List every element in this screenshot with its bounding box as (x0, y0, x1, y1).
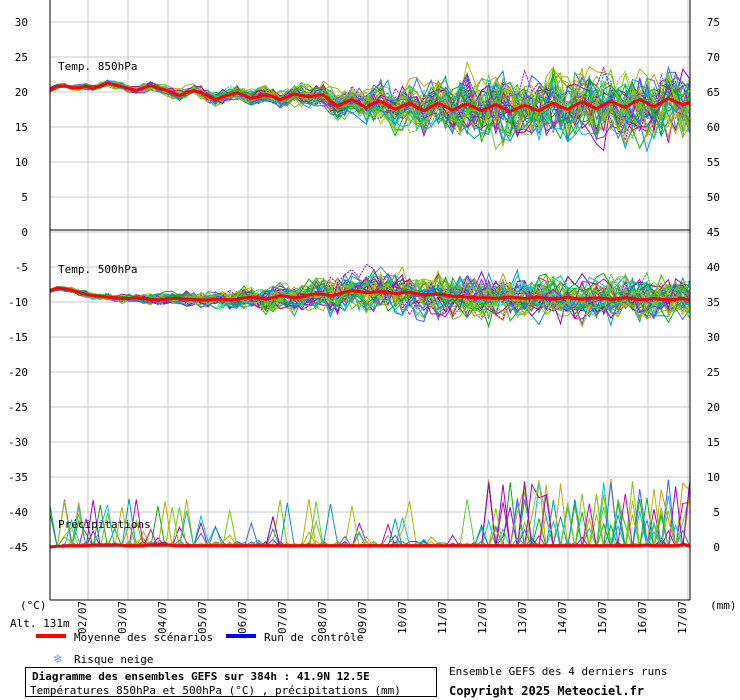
left-tick-label: -20 (8, 366, 28, 379)
ensemble-member-temp500 (49, 275, 691, 318)
x-tick-label: 05/07 (196, 601, 209, 634)
left-tick-label: -30 (8, 436, 28, 449)
legend-swatch-mean (36, 634, 66, 638)
x-tick-label: 10/07 (396, 601, 409, 634)
right-tick-label: 75 (707, 16, 720, 29)
left-tick-label: 5 (21, 191, 28, 204)
x-tick-label: 14/07 (556, 601, 569, 634)
x-tick-label: 15/07 (596, 601, 609, 634)
x-tick-label: 16/07 (636, 601, 649, 634)
panel-label: Temp. 850hPa (58, 60, 137, 73)
right-tick-label: 45 (707, 226, 720, 239)
legend-swatch-control (226, 634, 256, 638)
left-tick-label: -25 (8, 401, 28, 414)
x-tick-label: 02/07 (76, 601, 89, 634)
x-tick-label: 12/07 (476, 601, 489, 634)
right-tick-label: 60 (707, 121, 720, 134)
x-tick-label: 11/07 (436, 601, 449, 634)
left-tick-label: 0 (21, 226, 28, 239)
ensemble-member-temp850 (49, 78, 691, 143)
x-tick-label: 06/07 (236, 601, 249, 634)
right-tick-label: 40 (707, 261, 720, 274)
right-tick-label: 50 (707, 191, 720, 204)
ensemble-member-temp850 (49, 66, 691, 133)
mean-lines-layer (49, 81, 691, 549)
left-tick-label: 30 (15, 16, 28, 29)
left-tick-label: -15 (8, 331, 28, 344)
legend: Moyenne des scénarios Run de contrôle ❄ Ris… (36, 631, 363, 667)
axis-layer (49, 0, 691, 601)
right-tick-label: 15 (707, 436, 720, 449)
ensemble-member-temp500 (49, 263, 691, 319)
panel-label: Temp. 500hPa (58, 263, 137, 276)
left-tick-label: 10 (15, 156, 28, 169)
panel-label: Précipitations (58, 518, 151, 531)
ensemble-member-temp500 (49, 266, 691, 326)
ensemble-member-temp500 (49, 273, 691, 319)
right-tick-label: 70 (707, 51, 720, 64)
x-tick-label: 17/07 (676, 601, 689, 634)
left-tick-label: -45 (8, 541, 28, 554)
footer-title-box: Diagramme des ensembles GEFS sur 384h : … (25, 667, 437, 697)
right-tick-label: 10 (707, 471, 720, 484)
left-tick-label: 25 (15, 51, 28, 64)
copyright-text: Copyright 2025 Meteociel.fr (449, 684, 645, 698)
left-tick-label: -40 (8, 506, 28, 519)
right-unit-label: (mm) (710, 599, 737, 612)
mean-line-850 (49, 81, 691, 114)
right-tick-label: 35 (707, 296, 720, 309)
legend-label-mean: Moyenne des scénarios (74, 631, 213, 644)
mean-line-500 (49, 286, 691, 303)
label-layer: 302520151050-5-10-15-20-25-30-35-40-4575… (8, 16, 736, 634)
x-tick-label: 07/07 (276, 601, 289, 634)
left-tick-label: -5 (15, 261, 28, 274)
right-tick-label: 25 (707, 366, 720, 379)
left-tick-label: -35 (8, 471, 28, 484)
snowflake-icon: ❄ (53, 652, 62, 667)
right-tick-label: 5 (713, 506, 720, 519)
x-tick-label: 08/07 (316, 601, 329, 634)
legend-label-control: Run de contrôle (264, 631, 363, 644)
footer-title: Diagramme des ensembles GEFS sur 384h : … (32, 670, 370, 683)
right-tick-label: 55 (707, 156, 720, 169)
left-tick-label: 15 (15, 121, 28, 134)
left-tick-label: 20 (15, 86, 28, 99)
x-tick-label: 03/07 (116, 601, 129, 634)
right-tick-label: 20 (707, 401, 720, 414)
right-tick-label: 0 (713, 541, 720, 554)
x-tick-label: 09/07 (356, 601, 369, 634)
right-tick-label: 30 (707, 331, 720, 344)
footer-subtitle: Températures 850hPa et 500hPa (°C) , pré… (30, 684, 401, 697)
mean-line-precip (49, 542, 691, 549)
altitude-label: Alt. 131m (10, 617, 70, 630)
legend-label-snow: Risque neige (74, 653, 153, 666)
runs-note: Ensemble GEFS des 4 derniers runs (449, 665, 668, 678)
left-unit-label: (°C) (20, 599, 47, 612)
right-tick-label: 65 (707, 86, 720, 99)
left-tick-label: -10 (8, 296, 28, 309)
ensemble-member-temp850 (49, 73, 691, 135)
x-tick-label: 13/07 (516, 601, 529, 634)
x-tick-label: 04/07 (156, 601, 169, 634)
ensemble-member-temp500 (49, 275, 691, 328)
